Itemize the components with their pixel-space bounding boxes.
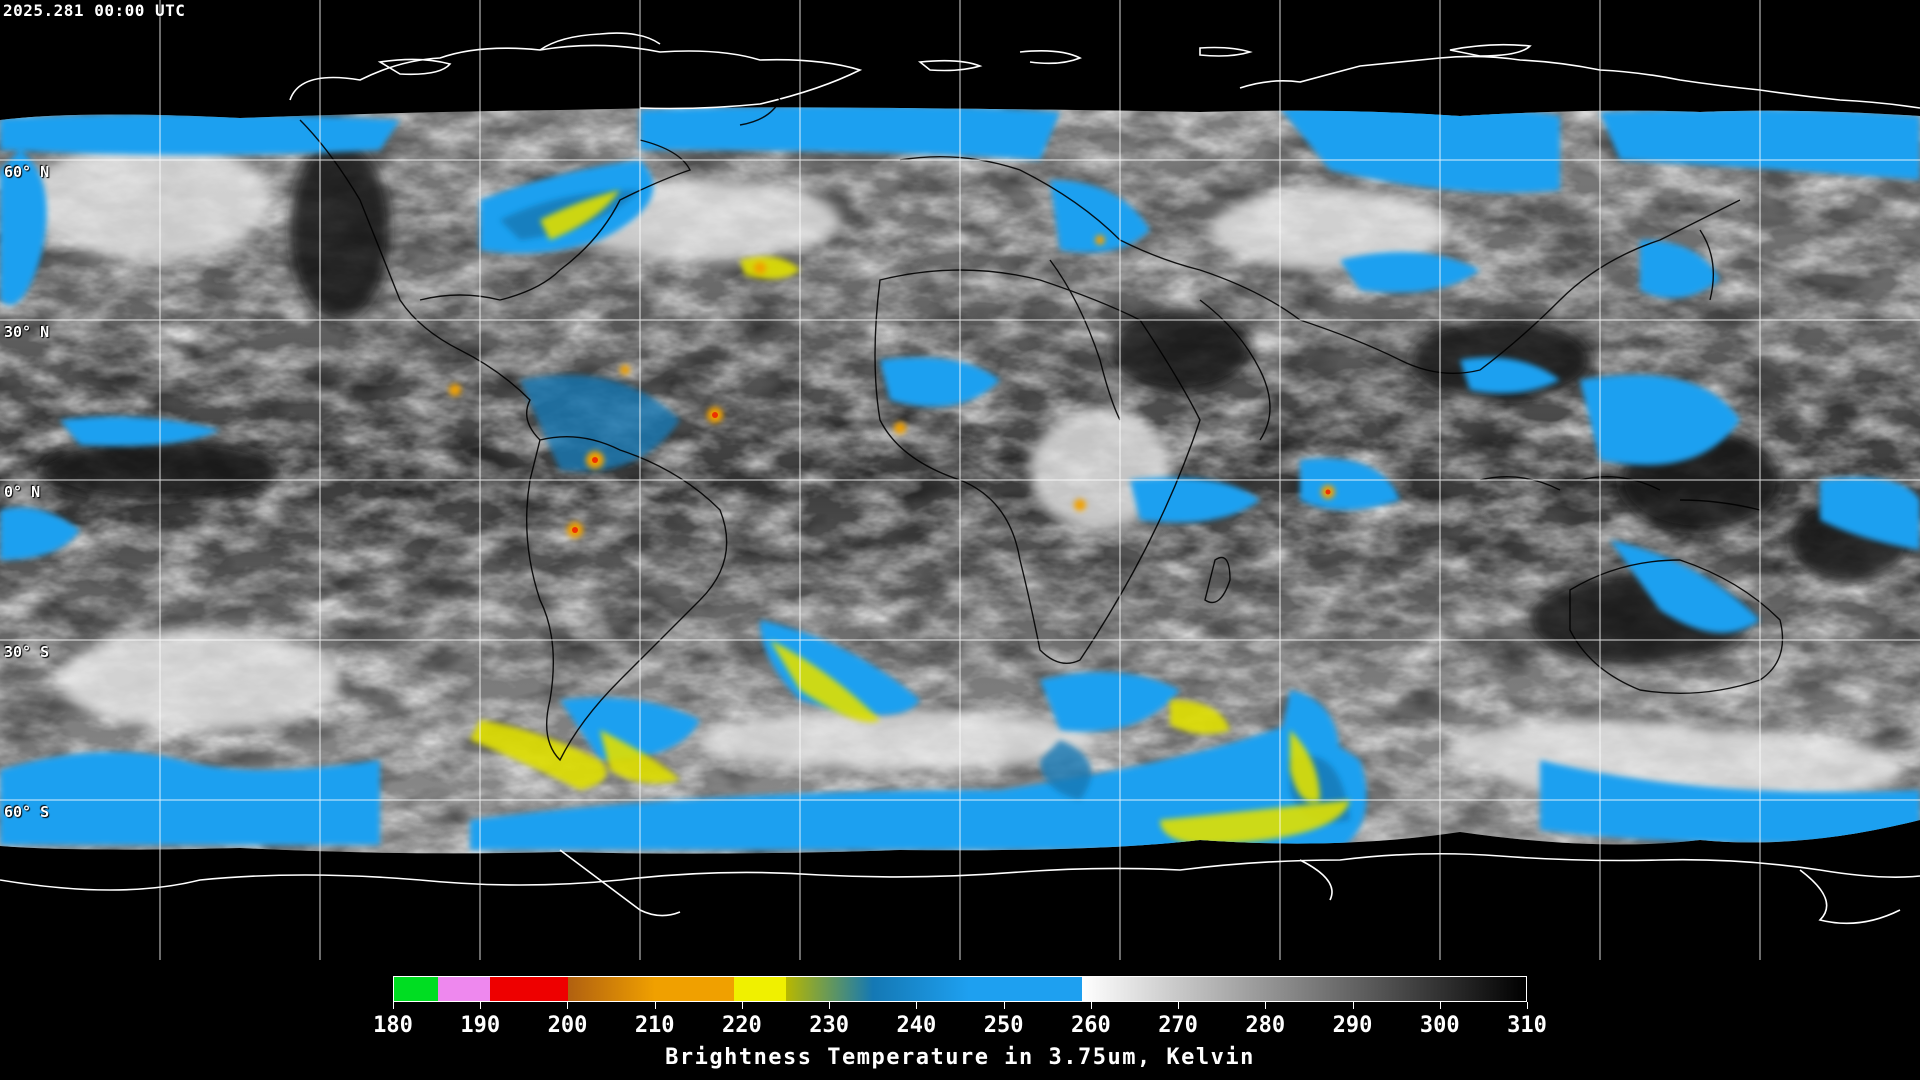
colorbar-tick-label: 250: [983, 1013, 1024, 1038]
colorbar-tick-label: 180: [373, 1013, 413, 1038]
colorbar-tick-label: 240: [896, 1013, 937, 1038]
colorbar-tick: [1003, 1002, 1005, 1009]
colorbar-segment: [568, 977, 656, 1001]
colorbar-tick: [1439, 1002, 1441, 1009]
lat-label-30s: 30° S: [4, 643, 50, 661]
colorbar-tick-label: 220: [722, 1013, 762, 1038]
colorbar-tick: [1090, 1002, 1092, 1009]
colorbar-tick: [916, 1002, 918, 1009]
colorbar-tick: [480, 1002, 482, 1009]
legend-title: Brightness Temperature in 3.75um, Kelvin: [665, 1045, 1255, 1070]
colorbar-tick: [1178, 1002, 1180, 1009]
colorbar-tick-label: 280: [1245, 1013, 1286, 1038]
colorbar-ticks: [393, 1002, 1528, 1010]
colorbar-tick: [829, 1002, 831, 1009]
colorbar-segment: [1081, 977, 1526, 1001]
colorbar-tick: [1265, 1002, 1267, 1009]
colorbar-tick-label: 230: [809, 1013, 850, 1038]
colorbar: [393, 976, 1527, 1002]
lat-label-equator: 0° N: [4, 483, 41, 501]
colorbar-tick: [393, 1002, 394, 1009]
colorbar-tick: [567, 1002, 569, 1009]
colorbar-tick-label: 300: [1419, 1013, 1460, 1038]
lat-label-60s: 60° S: [4, 803, 50, 821]
polar-coastlines: [0, 32, 1920, 925]
colorbar-segment: [437, 977, 490, 1001]
colorbar-tick: [741, 1002, 743, 1009]
colorbar-segment: [655, 977, 734, 1001]
colorbar-segment: [968, 977, 1082, 1001]
image-timestamp: 2025.281 00:00 UTC: [3, 1, 186, 20]
colorbar-tick-label: 290: [1332, 1013, 1373, 1038]
colorbar-segment: [733, 977, 786, 1001]
colorbar-tick-label: 270: [1158, 1013, 1198, 1038]
lat-lon-gridlines: [0, 0, 1920, 960]
colorbar-tick-label: 210: [634, 1013, 675, 1038]
colorbar-tick-label: 190: [460, 1013, 501, 1038]
colorbar-tick: [1352, 1002, 1354, 1009]
colorbar-segment: [872, 977, 969, 1001]
colorbar-tick: [1527, 1002, 1528, 1009]
colorbar-tick-label: 260: [1070, 1013, 1111, 1038]
temperature-legend: 180 190 200 210 220 230 240 250 260 270 280 290 300 3…: [0, 960, 1920, 1080]
lat-label-60n: 60° N: [4, 163, 50, 181]
global-ir-map: [0, 0, 1920, 960]
colorbar-segment: [394, 977, 438, 1001]
colorbar-segment: [489, 977, 569, 1001]
colorbar-tick-label: 310: [1507, 1013, 1547, 1038]
colorbar-tick-label: 200: [547, 1013, 588, 1038]
colorbar-segment: [785, 977, 873, 1001]
colorbar-tick: [654, 1002, 656, 1009]
continent-outlines: [299, 59, 1784, 762]
lat-label-30n: 30° N: [4, 323, 50, 341]
